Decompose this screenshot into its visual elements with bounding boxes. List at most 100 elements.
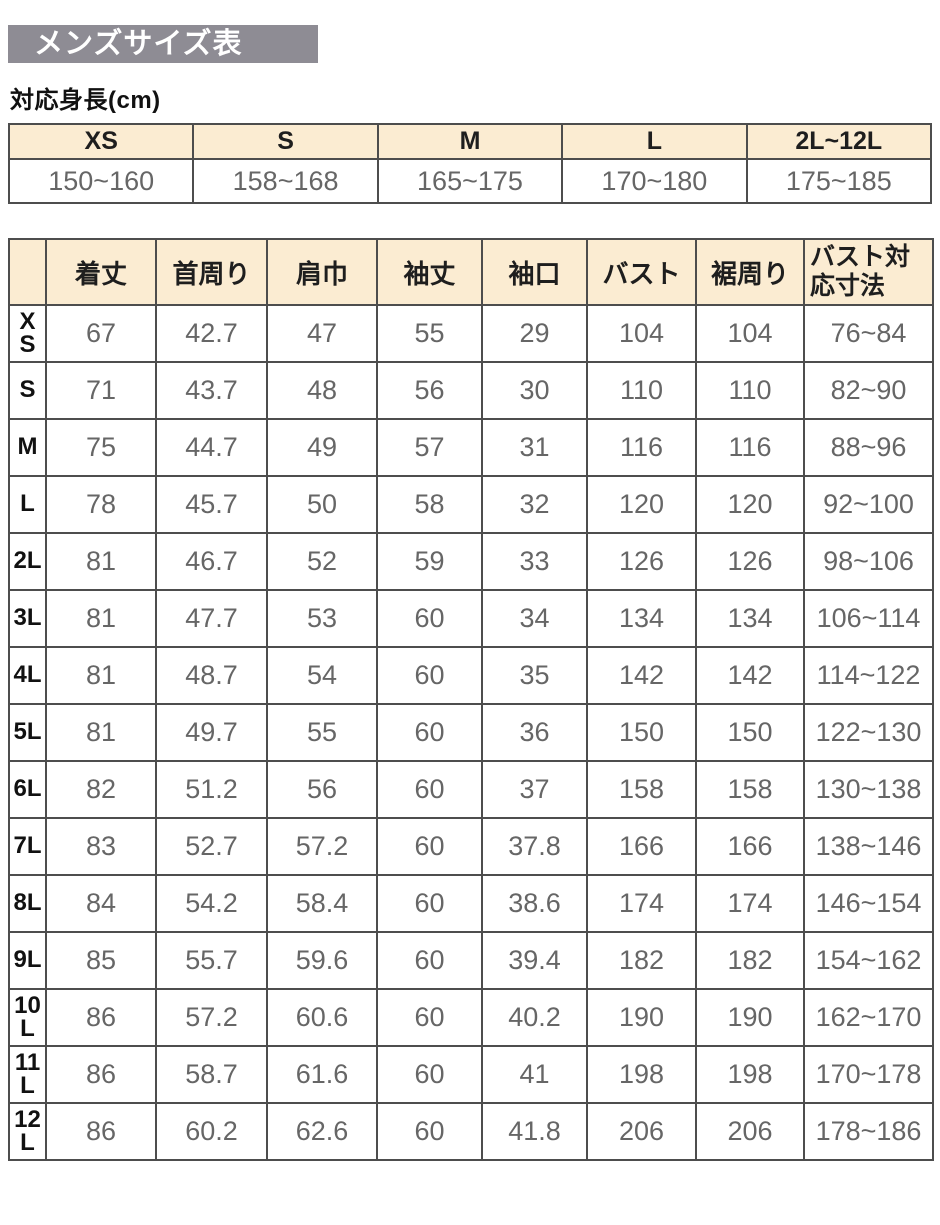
size-cell: 56 xyxy=(266,760,378,819)
size-cell: 55.7 xyxy=(155,931,268,990)
size-cell: 49 xyxy=(266,418,378,477)
size-cell: 92~100 xyxy=(803,475,934,534)
height-col-l: L xyxy=(561,123,748,160)
size-cell: 106~114 xyxy=(803,589,934,648)
size-cell: 30 xyxy=(481,361,588,420)
size-cell: 57.2 xyxy=(266,817,378,876)
size-table-row: 6L 82 51.2 56 60 37 158 158 130~138 xyxy=(8,760,934,819)
size-cell: 158 xyxy=(695,760,805,819)
size-cell: 76~84 xyxy=(803,304,934,363)
size-cell: 60 xyxy=(376,760,483,819)
size-cell: 138~146 xyxy=(803,817,934,876)
size-cell: 134 xyxy=(586,589,697,648)
col-header-shoulder: 肩巾 xyxy=(266,238,378,306)
row-label-7L: 7L xyxy=(8,817,47,876)
size-cell: 60 xyxy=(376,931,483,990)
size-table: 着丈 首周り 肩巾 袖丈 袖口 バスト 裾周り バスト対応寸法 XS 67 42.7… xyxy=(8,238,934,1161)
size-cell: 48 xyxy=(266,361,378,420)
size-cell: 122~130 xyxy=(803,703,934,762)
size-cell: 86 xyxy=(45,1045,157,1104)
size-cell: 83 xyxy=(45,817,157,876)
size-cell: 41.8 xyxy=(481,1102,588,1161)
row-label-11L: 11L xyxy=(8,1045,47,1104)
size-cell: 60 xyxy=(376,703,483,762)
size-table-row: 8L 84 54.2 58.4 60 38.6 174 174 146~154 xyxy=(8,874,934,933)
size-cell: 46.7 xyxy=(155,532,268,591)
size-cell: 146~154 xyxy=(803,874,934,933)
size-cell: 158 xyxy=(586,760,697,819)
size-cell: 81 xyxy=(45,589,157,648)
size-cell: 60 xyxy=(376,589,483,648)
size-cell: 130~138 xyxy=(803,760,934,819)
size-cell: 86 xyxy=(45,1102,157,1161)
size-cell: 58.7 xyxy=(155,1045,268,1104)
size-table-row: 11L 86 58.7 61.6 60 41 198 198 170~178 xyxy=(8,1045,934,1104)
row-label-2L: 2L xyxy=(8,532,47,591)
size-cell: 86 xyxy=(45,988,157,1047)
size-cell: 34 xyxy=(481,589,588,648)
size-cell: 32 xyxy=(481,475,588,534)
size-table-row: 2L 81 46.7 52 59 33 126 126 98~106 xyxy=(8,532,934,591)
size-cell: 41 xyxy=(481,1045,588,1104)
size-cell: 60.6 xyxy=(266,988,378,1047)
size-cell: 114~122 xyxy=(803,646,934,705)
size-cell: 43.7 xyxy=(155,361,268,420)
size-cell: 166 xyxy=(586,817,697,876)
size-cell: 37 xyxy=(481,760,588,819)
row-label-5L: 5L xyxy=(8,703,47,762)
row-label-9L: 9L xyxy=(8,931,47,990)
row-label-S: S xyxy=(8,361,47,420)
size-cell: 48.7 xyxy=(155,646,268,705)
height-range-l: 170~180 xyxy=(561,158,748,204)
size-cell: 56 xyxy=(376,361,483,420)
size-cell: 60 xyxy=(376,1102,483,1161)
height-col-m: M xyxy=(376,123,564,160)
size-cell: 82 xyxy=(45,760,157,819)
size-cell: 170~178 xyxy=(803,1045,934,1104)
col-header-neck: 首周り xyxy=(155,238,268,306)
size-cell: 182 xyxy=(695,931,805,990)
size-cell: 116 xyxy=(695,418,805,477)
size-cell: 55 xyxy=(376,304,483,363)
corner-cell xyxy=(8,238,47,306)
size-cell: 174 xyxy=(695,874,805,933)
size-cell: 60 xyxy=(376,1045,483,1104)
size-table-row: M 75 44.7 49 57 31 116 116 88~96 xyxy=(8,418,934,477)
size-cell: 42.7 xyxy=(155,304,268,363)
height-col-s: S xyxy=(192,123,379,160)
size-cell: 60 xyxy=(376,646,483,705)
size-cell: 49.7 xyxy=(155,703,268,762)
size-table-row: 12L 86 60.2 62.6 60 41.8 206 206 178~186 xyxy=(8,1102,934,1161)
size-cell: 71 xyxy=(45,361,157,420)
row-label-8L: 8L xyxy=(8,874,47,933)
size-cell: 60 xyxy=(376,988,483,1047)
size-cell: 37.8 xyxy=(481,817,588,876)
size-cell: 182 xyxy=(586,931,697,990)
size-cell: 198 xyxy=(586,1045,697,1104)
size-cell: 104 xyxy=(586,304,697,363)
size-cell: 51.2 xyxy=(155,760,268,819)
size-cell: 126 xyxy=(586,532,697,591)
size-cell: 110 xyxy=(586,361,697,420)
size-cell: 29 xyxy=(481,304,588,363)
size-table-row: L 78 45.7 50 58 32 120 120 92~100 xyxy=(8,475,934,534)
size-cell: 57.2 xyxy=(155,988,268,1047)
size-cell: 81 xyxy=(45,646,157,705)
col-header-bust: バスト xyxy=(586,238,697,306)
size-cell: 39.4 xyxy=(481,931,588,990)
size-cell: 110 xyxy=(695,361,805,420)
size-cell: 81 xyxy=(45,703,157,762)
size-cell: 120 xyxy=(586,475,697,534)
size-cell: 58 xyxy=(376,475,483,534)
size-cell: 60.2 xyxy=(155,1102,268,1161)
size-cell: 150 xyxy=(695,703,805,762)
size-cell: 104 xyxy=(695,304,805,363)
size-cell: 120 xyxy=(695,475,805,534)
size-table-row: XS 67 42.7 47 55 29 104 104 76~84 xyxy=(8,304,934,363)
size-table-row: 3L 81 47.7 53 60 34 134 134 106~114 xyxy=(8,589,934,648)
size-cell: 60 xyxy=(376,817,483,876)
size-cell: 142 xyxy=(586,646,697,705)
size-cell: 84 xyxy=(45,874,157,933)
size-cell: 190 xyxy=(586,988,697,1047)
height-range-2l-12l: 175~185 xyxy=(745,158,933,204)
